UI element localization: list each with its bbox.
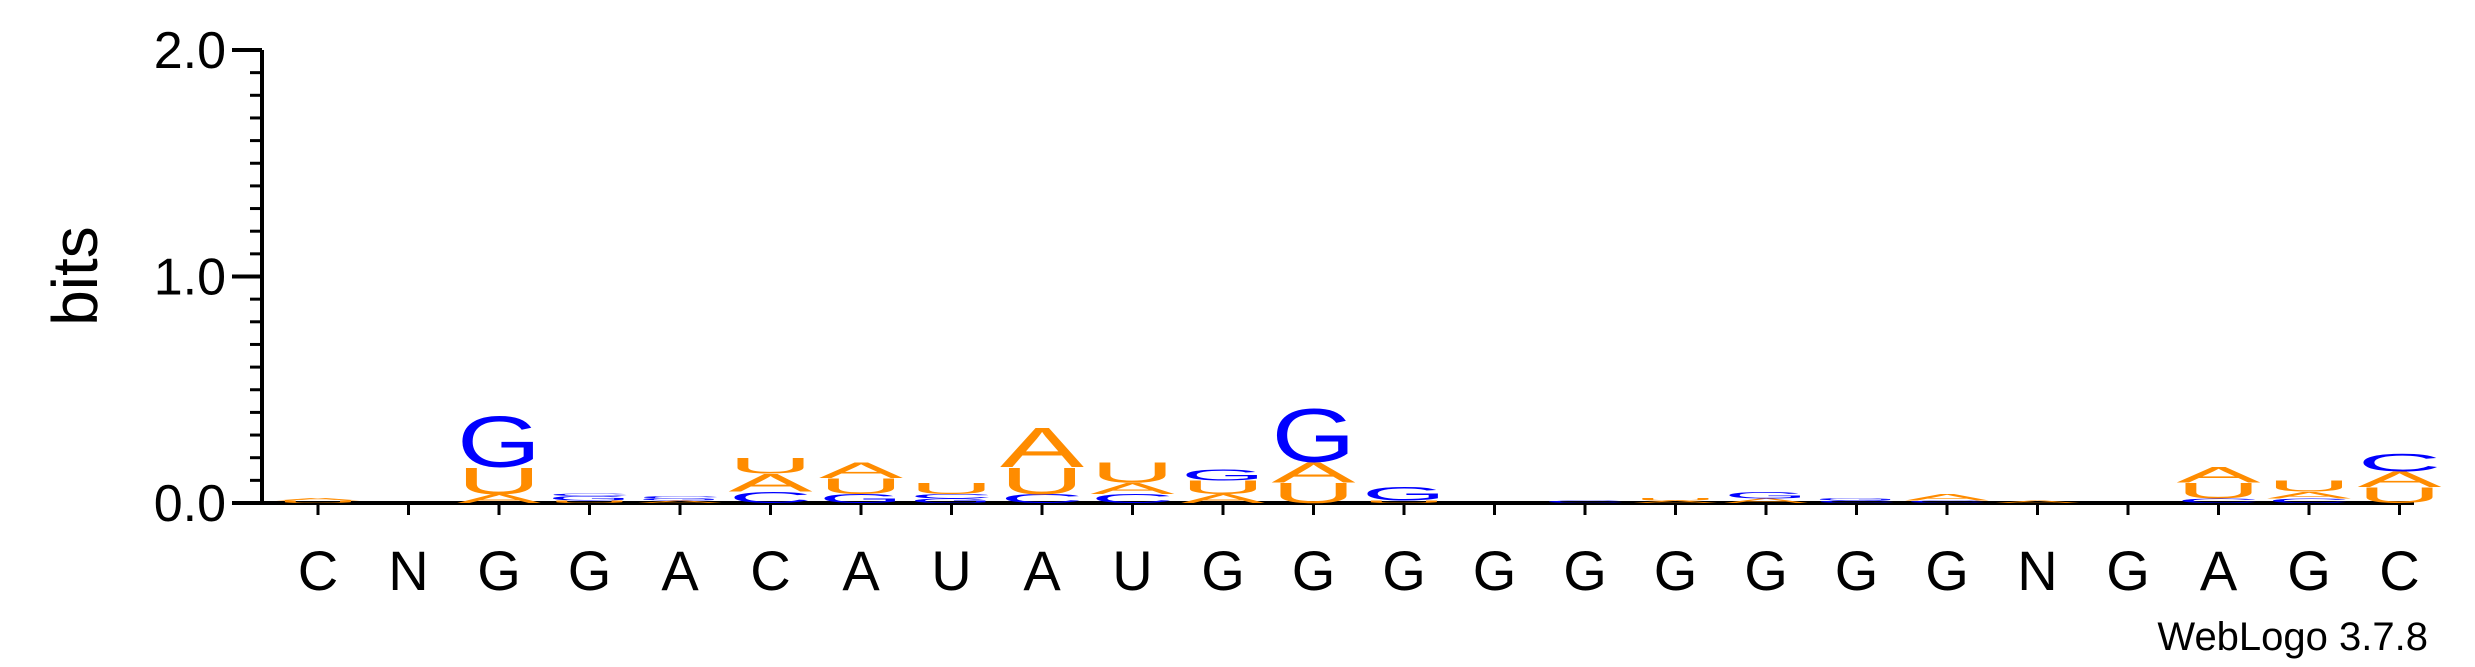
- x-tick-label: N: [2017, 539, 2057, 602]
- logo-glyph-C: C: [548, 493, 632, 497]
- logo-glyph-C: C: [910, 493, 994, 500]
- x-tick-label: G: [1744, 539, 1788, 602]
- weblogo-credit: WebLogo 3.7.8: [2157, 615, 2428, 659]
- logo-glyph-U: U: [910, 480, 994, 498]
- x-tick-label: G: [2106, 539, 2150, 602]
- logo-glyph-U: U: [276, 500, 360, 504]
- x-tick-label: G: [1835, 539, 1879, 602]
- logo-glyph-G: G: [457, 401, 541, 483]
- logo-glyph-C: C: [638, 496, 722, 500]
- x-tick-label: G: [1382, 539, 1426, 602]
- logo-glyph-U: U: [1272, 477, 1356, 509]
- x-tick-label: G: [1925, 539, 1969, 602]
- logo-glyph-C: C: [729, 489, 813, 507]
- y-tick-label: 0.0: [154, 475, 226, 533]
- x-tick-label: C: [2379, 539, 2419, 602]
- logo-glyph-G: G: [1181, 466, 1265, 484]
- logo-glyph-G: G: [1724, 490, 1808, 501]
- x-tick-label: A: [661, 539, 699, 602]
- x-tick-label: G: [1201, 539, 1245, 602]
- logo-glyph-G: G: [1272, 394, 1356, 479]
- logo-glyph-U: U: [1000, 460, 1084, 502]
- logo-glyph-U: U: [548, 500, 632, 504]
- logo-glyph-G: G: [638, 498, 722, 502]
- logo-glyph-U: U: [1181, 477, 1265, 498]
- logo-glyph-C: C: [1815, 500, 1899, 504]
- x-tick-label: C: [750, 539, 790, 602]
- logo-glyph-A: A: [1272, 457, 1356, 489]
- x-tick-label: A: [842, 539, 880, 602]
- y-tick-label: 2.0: [154, 22, 226, 80]
- logo-glyph-A: A: [819, 458, 904, 483]
- logo-glyph-A: A: [1996, 500, 2081, 504]
- logo-glyph-G: G: [819, 492, 903, 506]
- logo-glyph-C: C: [2177, 497, 2261, 504]
- y-axis-major-ticks: 0.0 1.0 2.0: [154, 22, 262, 533]
- logo-glyph-A: A: [276, 498, 361, 502]
- logo-glyph-G: G: [1815, 498, 1899, 502]
- y-tick-label: 1.0: [154, 249, 226, 307]
- y-axis-title: bits: [39, 226, 111, 326]
- logo-glyph-U: U: [729, 454, 813, 479]
- logo-glyph-U: U: [457, 460, 541, 502]
- logo-glyph-U: U: [1091, 457, 1175, 489]
- x-tick-label: C: [298, 539, 338, 602]
- logo-glyph-C: C: [1091, 492, 1175, 506]
- logo-glyph-U: U: [819, 474, 903, 499]
- logo-glyph-U: U: [2177, 479, 2261, 504]
- logo-glyph-C: C: [1905, 500, 1989, 504]
- logo-glyph-A: A: [1091, 480, 1175, 498]
- logo-glyph-C: C: [1000, 492, 1084, 506]
- logo-glyph-G: G: [1362, 484, 1446, 505]
- x-tick-label: G: [568, 539, 612, 602]
- x-tick-label: G: [2287, 539, 2331, 602]
- x-tick-label: G: [1473, 539, 1517, 602]
- logo-glyph-C: C: [2358, 449, 2442, 477]
- logo-glyph-A: A: [1724, 497, 1809, 504]
- logo-glyph-U: U: [1634, 498, 1718, 502]
- logo-glyph-U: U: [2358, 483, 2442, 508]
- logo-glyph-G: G: [548, 495, 632, 502]
- logo-glyph-A: A: [457, 492, 542, 506]
- x-tick-label: N: [388, 539, 428, 602]
- logo-glyph-A: A: [1181, 492, 1266, 506]
- logo-glyph-A: A: [2177, 463, 2262, 488]
- logo-glyph-A: A: [1000, 416, 1085, 480]
- x-tick-label: A: [1023, 539, 1061, 602]
- x-tick-label: G: [1654, 539, 1698, 602]
- logo-glyph-A: A: [1634, 500, 1719, 504]
- logo-glyph-A: A: [1905, 492, 1990, 503]
- x-tick-label: G: [477, 539, 521, 602]
- logo-glyph-C: C: [1543, 500, 1627, 504]
- logo-glyph-A: A: [2267, 490, 2352, 501]
- logo-glyph-A: A: [2358, 467, 2443, 492]
- x-tick-label: A: [2200, 539, 2238, 602]
- x-tick-label: G: [1563, 539, 1607, 602]
- x-tick-label: G: [1292, 539, 1336, 602]
- x-tick-label: U: [1112, 539, 1152, 602]
- logo-glyph-A: A: [638, 500, 723, 504]
- x-tick-label: U: [931, 539, 971, 602]
- logo-glyph-C: C: [2267, 497, 2351, 504]
- logo-glyph-U: U: [2267, 478, 2351, 496]
- logo-glyph-A: A: [729, 469, 814, 497]
- logo-glyph-U: U: [1362, 500, 1446, 504]
- logo-glyph-G: G: [910, 497, 994, 504]
